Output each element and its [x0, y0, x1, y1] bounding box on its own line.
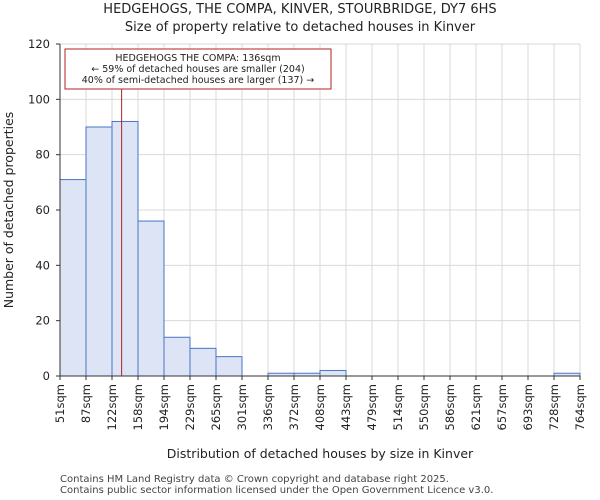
x-tick-label: 550sqm: [417, 384, 431, 430]
x-tick-label: 336sqm: [261, 384, 275, 430]
annotation-line-3: 40% of semi-detached houses are larger (…: [82, 75, 315, 86]
y-tick-label: 100: [28, 92, 50, 106]
histogram-bar-10: [319, 369, 347, 377]
y-axis-label: Number of detached properties: [1, 112, 16, 309]
annotation-line-2: ← 59% of detached houses are smaller (20…: [91, 64, 304, 75]
x-tick-label: 194sqm: [157, 384, 171, 430]
chart-title: HEDGEHOGS, THE COMPA, KINVER, STOURBRIDG…: [103, 2, 497, 17]
annotation-box: [64, 48, 332, 90]
histogram-bar-6: [215, 356, 243, 377]
x-tick-label: 372sqm: [287, 384, 301, 430]
y-tick-label: 120: [28, 37, 50, 51]
y-tick-label: 40: [35, 258, 50, 272]
histogram-bar-5: [189, 347, 217, 377]
y-tick-label: 60: [35, 203, 50, 217]
x-tick-label: 479sqm: [365, 384, 379, 430]
x-tick-label: 301sqm: [235, 384, 249, 430]
chart-subtitle: Size of property relative to detached ho…: [124, 20, 476, 35]
x-tick-label: 229sqm: [183, 384, 197, 430]
x-tick-label: 408sqm: [313, 384, 327, 430]
y-tick-label: 0: [43, 369, 50, 383]
x-axis-label: Distribution of detached houses by size …: [167, 446, 474, 461]
histogram-bar-0: [59, 179, 87, 377]
histogram-bar-2: [111, 120, 139, 377]
x-tick-label: 87sqm: [79, 384, 93, 423]
x-tick-label: 514sqm: [391, 384, 405, 430]
y-tick-label: 20: [35, 314, 50, 328]
x-tick-label: 764sqm: [573, 384, 587, 430]
x-tick-label: 693sqm: [521, 384, 535, 430]
y-tick-label: 80: [35, 148, 50, 162]
footer-line-1: Contains HM Land Registry data © Crown c…: [60, 474, 449, 485]
footer-line-2: Contains public sector information licen…: [60, 485, 494, 496]
x-tick-label: 158sqm: [131, 384, 145, 430]
annotation-line-1: HEDGEHOGS THE COMPA: 136sqm: [115, 53, 280, 64]
x-tick-label: 51sqm: [53, 384, 67, 423]
x-tick-label: 586sqm: [443, 384, 457, 430]
histogram-bar-4: [163, 336, 191, 377]
x-tick-label: 657sqm: [495, 384, 509, 430]
histogram-bar-1: [85, 126, 113, 377]
x-tick-label: 728sqm: [547, 384, 561, 430]
x-tick-label: 443sqm: [339, 384, 353, 430]
x-tick-label: 122sqm: [105, 384, 119, 430]
x-tick-label: 621sqm: [469, 384, 483, 430]
x-tick-label: 265sqm: [209, 384, 223, 430]
histogram-bar-3: [137, 220, 165, 377]
